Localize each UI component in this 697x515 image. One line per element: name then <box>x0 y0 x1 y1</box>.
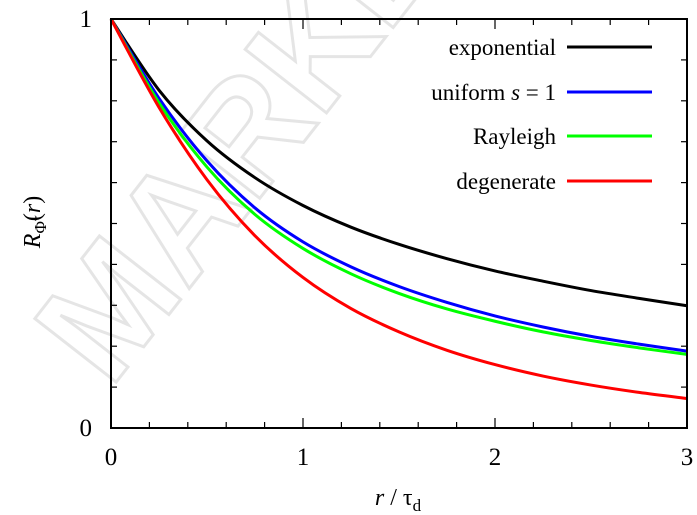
legend: exponential uniform s = 1 Rayleigh degenera… <box>431 35 652 194</box>
series-line-uniform-s-1 <box>109 18 688 353</box>
legend-label: degenerate <box>456 169 556 194</box>
plot-frame <box>110 18 688 429</box>
tick-labels: 0 1 2 3 0 1 <box>80 6 694 471</box>
y-tick-label: 1 <box>80 6 93 33</box>
x-tick-label: 2 <box>489 444 502 471</box>
x-axis-label: r / τd <box>375 485 422 515</box>
legend-label: exponential <box>449 35 556 60</box>
x-tick-label: 1 <box>297 444 310 471</box>
y-tick-label: 0 <box>80 415 93 442</box>
plot-area <box>109 18 688 401</box>
legend-label: Rayleigh <box>473 124 557 149</box>
watermark: MARKED MA <box>1 0 697 411</box>
legend-label: uniform s = 1 <box>431 80 556 105</box>
series-line-exponential <box>109 18 688 308</box>
x-tick-label: 0 <box>105 444 118 471</box>
series-line-rayleigh <box>109 18 688 356</box>
watermark-text: MARKED MA <box>3 0 697 410</box>
x-tick-label: 3 <box>681 444 694 471</box>
y-axis-label: RΦ̃(r) <box>20 196 50 249</box>
series-line-degenerate <box>109 18 688 401</box>
